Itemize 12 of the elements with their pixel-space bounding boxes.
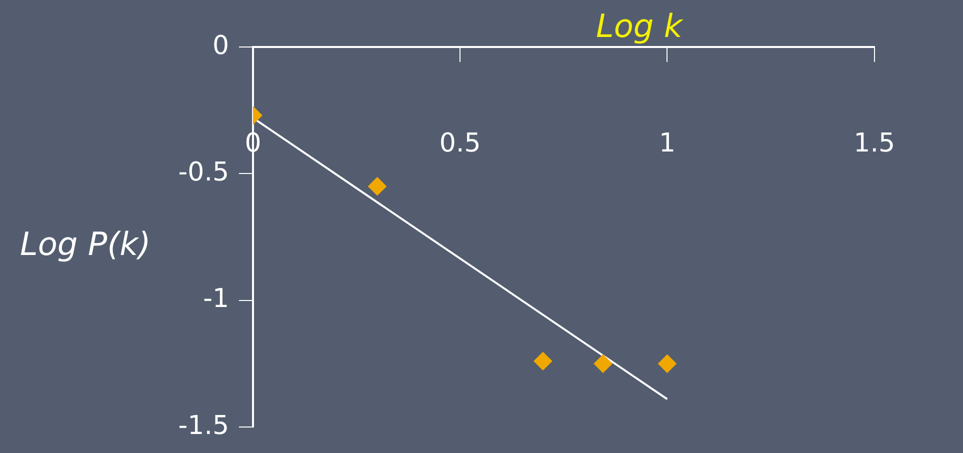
point — [658, 354, 676, 373]
y-tick-label: 0 — [212, 30, 229, 61]
point — [594, 354, 612, 373]
x-tick-label: 1 — [658, 128, 676, 158]
y-tick-label: -1 — [203, 284, 229, 314]
y-tick-label: -1.5 — [178, 410, 229, 441]
x-tick-label: 1.5 — [854, 128, 896, 158]
x-tick-label: 0.5 — [439, 128, 481, 158]
y-tick-label: -0.5 — [178, 157, 229, 188]
y-axis-title: Log P(k) — [20, 225, 151, 263]
point — [534, 352, 552, 370]
x-axis-title: Log k — [596, 7, 682, 45]
